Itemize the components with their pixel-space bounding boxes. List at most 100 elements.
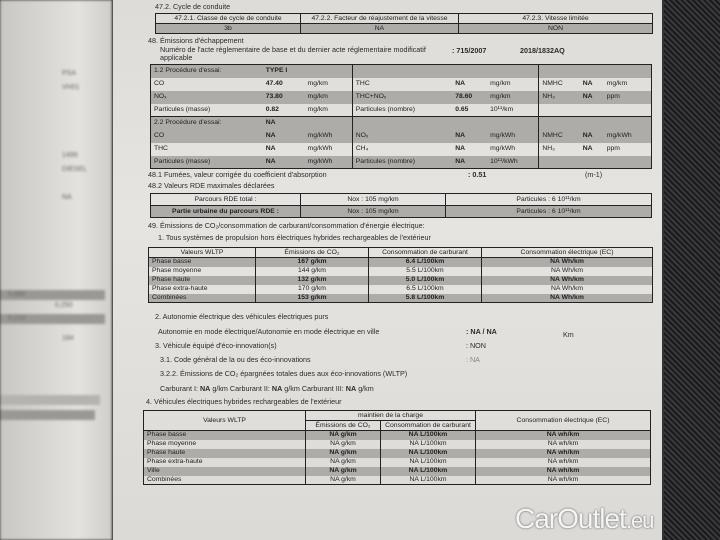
unit-cell [304,116,353,130]
left-table-row [0,290,105,300]
nox-value: Nox : 105 mg/km [300,205,446,218]
label-cell: NOₓ [149,90,263,104]
value-cell [579,155,604,169]
label-cell [351,116,453,130]
label-cell: Particules (masse) [149,155,263,169]
unit: g/km [358,384,374,393]
value-cell: NA wh/km [475,466,651,476]
label-cell: 2.2 Procédure d'essai: [149,116,263,130]
exhaust-emissions-table: 1.2 Procédure d'essai: TYPE I CO 47.40 mg/km… [149,64,652,169]
watermark-tld: .eu [625,508,655,533]
left-item: 0,210 [8,315,26,322]
value-cell: NA [265,145,276,152]
fuel-3-value: NA [345,384,357,393]
header-cell: Consommation électrique (EC) [475,410,651,431]
act-base: : 715/2007 [452,46,487,55]
fuel-2-value: NA [271,384,283,393]
left-table-row [0,410,95,420]
table-row: Phase extra-haute 170 g/km 6.5 L/100km NA W… [148,284,653,294]
label-cell [538,116,580,130]
label-cell: Particules (masse) [149,103,263,117]
value-cell: 0.65 [455,105,469,113]
left-page: PSA VH01 1499 DIESEL NA 0,680 0,250 0,21… [0,0,112,540]
autonomy-unit: Km [563,330,574,339]
label-cell: NH₃ [538,90,580,104]
header-cell: Consommation de carburant [368,247,482,258]
rde-label: Partie urbaine du parcours RDE : [150,205,301,218]
value-cell: NA g/km [305,439,381,449]
value-cell: 132 g/km [255,275,369,285]
phase-label: Phase basse [148,257,256,267]
table-row: Parcours RDE total : Nox : 105 mg/km Parti… [150,193,652,206]
table-row: 2.2 Procédure d'essai: NA [149,116,652,130]
table-row: Particules (masse) 0.82 mg/km Particules (n… [149,103,652,117]
value-cell: NA [262,129,305,143]
label-cell: THC [351,77,453,91]
section-49-3-title: 3. Véhicule équipé d'éco-innovation(s) [155,341,277,350]
table-row: Phase moyenne NA g/km NA L/100km NA wh/km [143,439,651,449]
unit-cell: mg/km [487,90,540,104]
value-cell: NA [582,145,593,152]
value-cell: NA [455,80,466,87]
header-cell: Valeurs WLTP [148,247,256,258]
value-cell: NA L/100km [380,448,476,458]
value-cell: NA L/100km [380,457,476,467]
fuel-savings-line: Carburant I: NA g/km Carburant II: NA g/… [160,385,374,393]
phase-label: Ville [143,466,306,476]
unit-cell [487,64,540,78]
value-cell: 3b [155,23,301,34]
phase-label: Combinées [148,293,256,303]
left-table-row [0,395,100,405]
unit-cell [304,64,353,78]
table-row: THC NA mg/kWh CH₄ NA mg/kWh NH₃ NA ppm [149,142,652,156]
fuel-1-value: NA [199,384,211,393]
unit-cell: mg/kWh [487,142,540,156]
value-cell: NA Wh/km [481,293,653,303]
value-cell: NA [262,155,305,169]
table-row: Partie urbaine du parcours RDE : Nox : 10… [150,205,652,218]
label-cell: CO [149,129,263,143]
phase-label: Phase moyenne [148,266,256,276]
section-48-2-title: 48.2 Valeurs RDE maximales déclarées [148,181,275,190]
value-cell: 5.8 L/100km [368,293,482,303]
label-cell: NH₃ [538,142,580,156]
value-cell: NA wh/km [475,448,651,458]
label-cell [538,103,580,117]
phase-label: Phase haute [143,448,306,458]
rde-table: Parcours RDE total : Nox : 105 mg/km Parti… [150,193,652,218]
phase-label: Combinées [143,475,306,485]
unit-cell: mg/kWh [304,142,353,156]
table-row: Phase haute NA g/km NA L/100km NA wh/km [143,448,651,458]
value-cell: NA g/km [305,448,381,458]
phase-label: Phase basse [143,430,306,440]
unit-cell: mg/km [603,77,652,91]
table-row: Ville NA g/km NA L/100km NA wh/km [143,466,651,476]
left-item: 0,250 [55,302,73,309]
value-cell: NA [579,129,604,143]
eco-code-value: : NA [466,355,480,364]
left-item: 1499 [62,152,78,159]
eco-innovation-value: : NON [466,341,486,350]
header-cell: Émissions de CO₂ [255,247,369,258]
table-row: Phase moyenne 144 g/km 5.5 L/100km NA Wh/km [148,266,653,276]
unit-cell: mg/km [304,90,353,104]
value-cell: NA wh/km [475,475,651,485]
section-47-2-title: 47.2. Cycle de conduite [155,2,231,11]
act-label-2: applicable [160,53,193,62]
section-49-title: 49. Émissions de CO₂/consommation de car… [148,221,425,230]
particles-value: Particules : 6 10¹¹/km [445,193,652,206]
autonomy-value: : NA / NA [466,327,497,336]
header-cell: Valeurs WLTP [143,410,306,431]
value-cell: 170 g/km [255,284,369,294]
section-49-4-title: 4. Véhicules électriques hybrides rechar… [146,397,342,406]
label-cell: NOₓ [351,129,453,143]
value-cell: 0.82 [265,105,279,113]
value-cell [452,116,488,130]
header-cell: Émissions de CO₂ [305,420,381,431]
phase-label: Phase haute [148,275,256,285]
label-cell: THC+NOₓ [351,90,453,104]
value-cell: NA [582,80,593,87]
value-cell: NA g/km [305,475,381,485]
unit-cell: mg/km [487,77,540,91]
value-cell: NA Wh/km [481,257,653,267]
